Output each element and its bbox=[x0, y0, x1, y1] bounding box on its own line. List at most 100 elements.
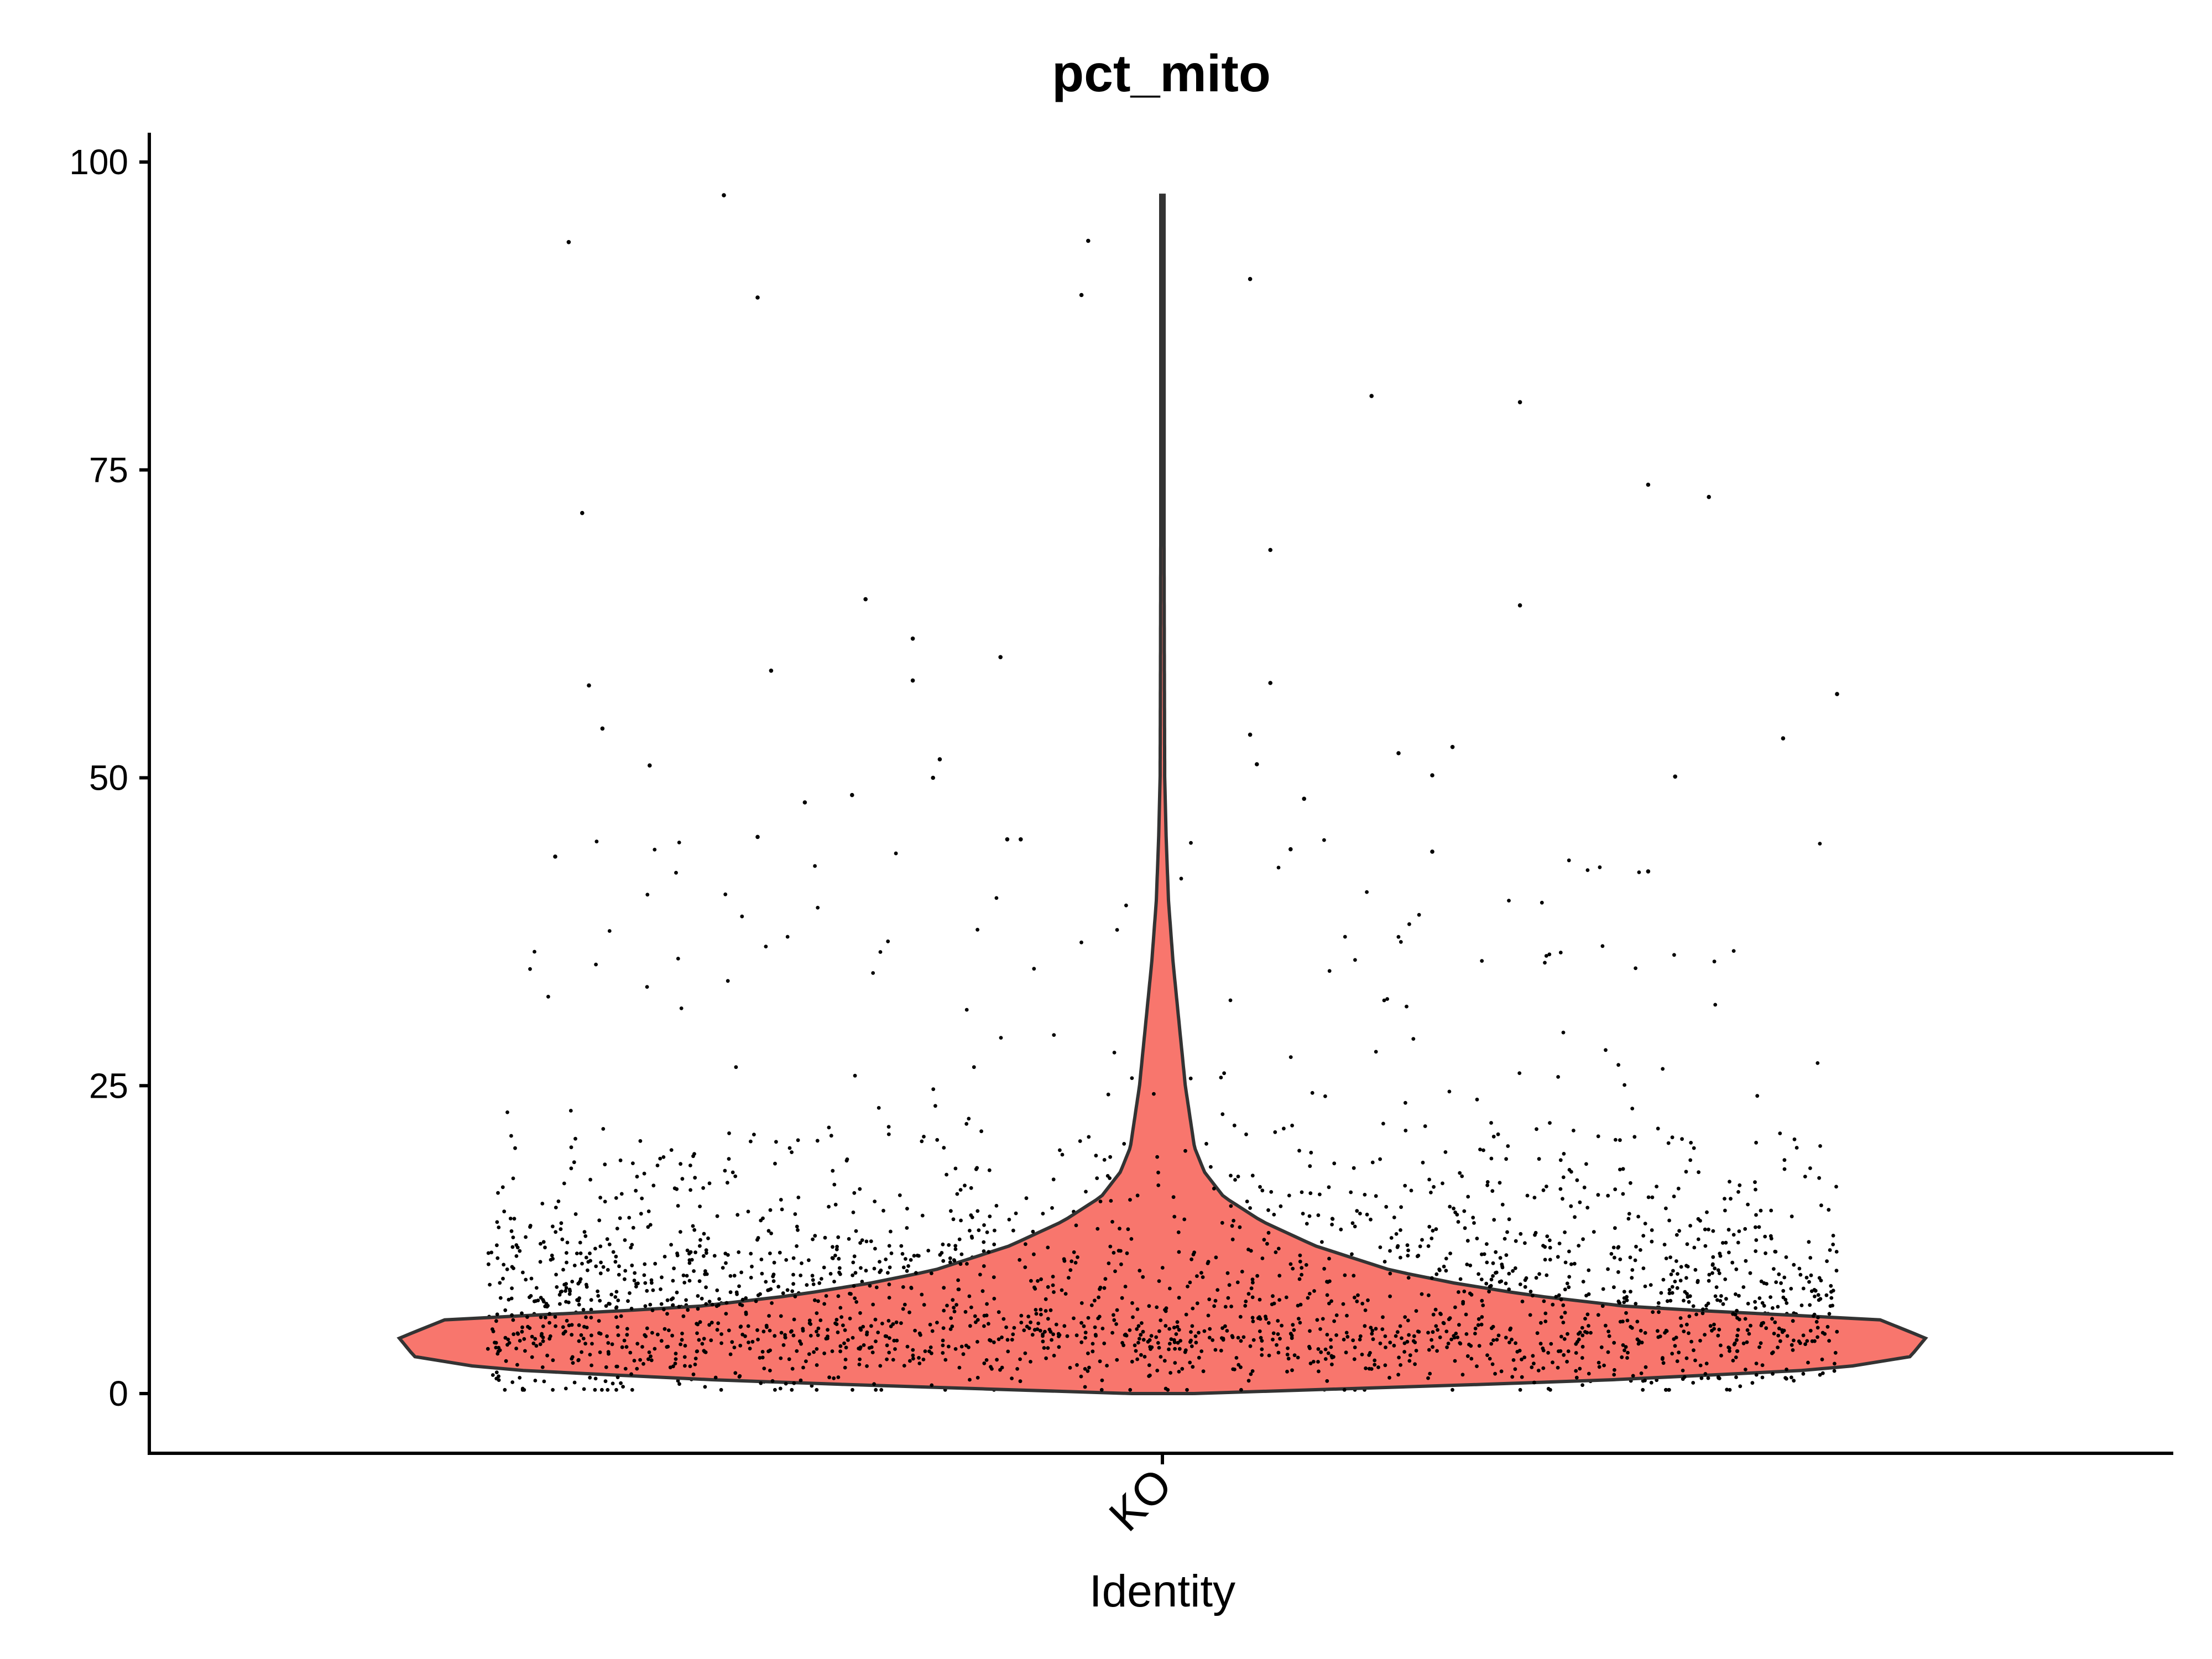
data-point bbox=[1625, 1356, 1629, 1360]
data-point bbox=[692, 1152, 696, 1156]
data-point bbox=[1430, 1237, 1434, 1240]
data-point bbox=[1818, 842, 1822, 846]
data-point bbox=[1806, 1360, 1810, 1365]
data-point bbox=[926, 1249, 931, 1253]
data-point bbox=[1574, 1375, 1579, 1380]
data-point bbox=[953, 1347, 958, 1351]
data-point bbox=[1622, 1296, 1626, 1300]
data-point bbox=[917, 1356, 921, 1360]
data-point bbox=[597, 1218, 602, 1223]
data-point bbox=[1463, 1226, 1467, 1230]
data-point bbox=[489, 1250, 494, 1255]
data-point bbox=[1307, 1214, 1312, 1218]
data-point bbox=[1453, 1305, 1457, 1310]
data-point bbox=[728, 1352, 733, 1357]
data-point bbox=[1250, 1277, 1255, 1282]
data-point bbox=[1801, 1371, 1806, 1376]
data-point bbox=[948, 1260, 952, 1264]
data-point bbox=[1760, 1363, 1765, 1368]
data-point bbox=[1522, 1355, 1527, 1360]
data-point bbox=[1397, 1355, 1401, 1360]
data-point bbox=[779, 1314, 783, 1318]
data-point bbox=[749, 1276, 753, 1280]
data-point bbox=[1551, 1302, 1555, 1307]
data-point bbox=[586, 1260, 591, 1264]
data-point bbox=[1288, 1332, 1293, 1336]
data-point bbox=[594, 962, 598, 967]
data-point bbox=[1507, 1340, 1511, 1345]
data-point bbox=[1029, 1320, 1032, 1324]
data-point bbox=[1108, 1176, 1112, 1180]
data-point bbox=[846, 1338, 850, 1342]
data-point bbox=[614, 1387, 618, 1392]
data-point bbox=[764, 945, 768, 948]
data-point bbox=[662, 1255, 667, 1259]
data-point bbox=[1405, 1004, 1408, 1009]
data-point bbox=[1803, 1342, 1808, 1347]
data-point bbox=[1509, 1326, 1513, 1331]
data-point bbox=[615, 1364, 619, 1369]
data-point bbox=[1408, 1353, 1412, 1358]
data-point bbox=[884, 1334, 889, 1338]
data-point bbox=[1566, 1349, 1571, 1353]
data-point bbox=[1636, 1214, 1641, 1219]
data-point bbox=[1086, 1316, 1091, 1320]
data-point bbox=[1513, 1266, 1517, 1270]
data-point bbox=[860, 1280, 864, 1284]
data-point bbox=[597, 1319, 601, 1323]
data-point bbox=[1051, 1283, 1055, 1287]
data-point bbox=[1630, 1276, 1634, 1280]
data-point bbox=[811, 1237, 815, 1241]
data-point bbox=[920, 1213, 925, 1218]
data-point bbox=[969, 1213, 973, 1217]
data-point bbox=[1514, 1239, 1518, 1243]
data-point bbox=[642, 1273, 646, 1277]
data-point bbox=[1112, 1318, 1117, 1322]
data-point bbox=[572, 1380, 577, 1385]
data-point bbox=[1190, 1344, 1194, 1348]
data-point bbox=[1511, 1358, 1516, 1362]
data-point bbox=[1716, 1333, 1720, 1338]
data-point bbox=[692, 1228, 697, 1232]
data-point bbox=[1251, 1280, 1255, 1285]
data-point bbox=[513, 1146, 517, 1150]
data-point bbox=[844, 1159, 849, 1163]
data-point bbox=[559, 1221, 564, 1225]
data-point bbox=[564, 1300, 568, 1304]
data-point bbox=[739, 1270, 743, 1275]
data-point bbox=[832, 1182, 837, 1187]
data-point bbox=[886, 939, 890, 943]
data-point bbox=[959, 1218, 963, 1223]
data-point bbox=[1734, 1267, 1739, 1271]
data-point bbox=[879, 1387, 884, 1392]
data-point bbox=[967, 1117, 971, 1121]
data-point bbox=[1592, 1230, 1596, 1234]
data-point bbox=[1666, 1141, 1671, 1145]
data-point bbox=[659, 1287, 662, 1291]
data-point bbox=[1448, 1316, 1452, 1320]
data-point bbox=[1255, 762, 1259, 766]
data-point bbox=[1659, 1291, 1663, 1295]
data-point bbox=[1034, 1308, 1038, 1312]
data-point bbox=[555, 1285, 559, 1289]
data-point bbox=[1262, 1238, 1266, 1242]
data-point bbox=[589, 1298, 593, 1302]
data-point bbox=[586, 1268, 589, 1272]
data-point bbox=[869, 1239, 873, 1244]
data-point bbox=[1162, 1359, 1167, 1363]
data-point bbox=[1707, 1279, 1711, 1283]
data-point bbox=[1207, 1297, 1212, 1302]
data-point bbox=[1770, 1351, 1774, 1355]
data-point bbox=[1139, 1353, 1143, 1357]
data-point bbox=[1760, 1321, 1764, 1326]
data-point bbox=[640, 1196, 644, 1201]
data-point bbox=[1575, 1340, 1579, 1344]
data-point bbox=[726, 1253, 730, 1257]
data-point bbox=[1453, 1359, 1457, 1363]
data-point bbox=[1562, 1353, 1566, 1357]
data-point bbox=[858, 1357, 862, 1361]
data-point bbox=[1370, 1328, 1375, 1333]
data-point bbox=[533, 950, 536, 954]
data-point bbox=[1011, 1228, 1015, 1233]
data-point bbox=[1646, 869, 1651, 874]
